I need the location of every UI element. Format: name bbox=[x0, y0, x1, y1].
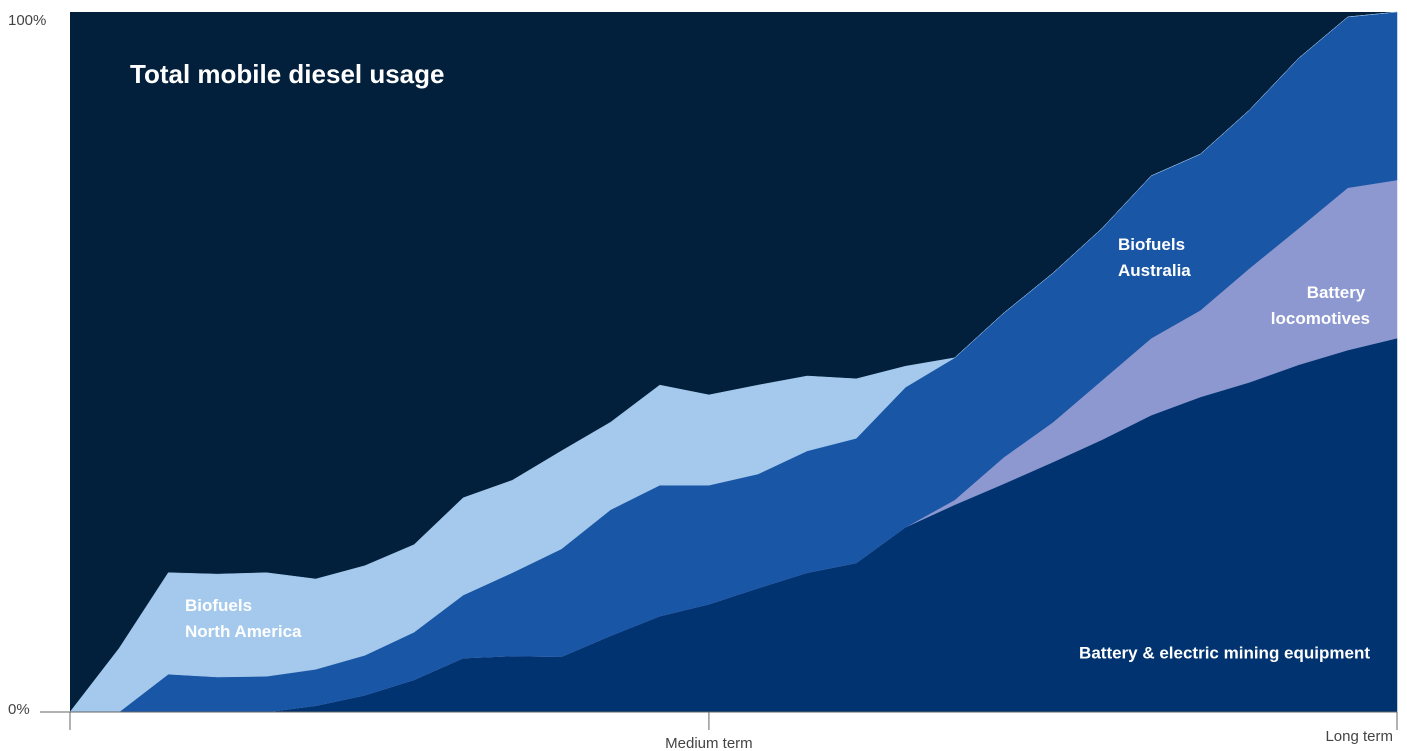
plot-area bbox=[69, 11, 1398, 713]
series-label: Battery & electric mining equipment bbox=[1079, 643, 1370, 662]
x-tick-label: Long term bbox=[1325, 728, 1393, 745]
y-tick-label: 0% bbox=[8, 701, 30, 718]
area bbox=[69, 11, 1398, 713]
series-label: Biofuels North America bbox=[185, 596, 302, 641]
chart-title: Total mobile diesel usage bbox=[130, 59, 445, 89]
x-tick-label: Medium term bbox=[665, 735, 753, 751]
series-label: Battery locomotives bbox=[1271, 283, 1370, 328]
series-label: Biofuels Australia bbox=[1118, 235, 1191, 280]
y-tick-label: 100% bbox=[8, 12, 46, 29]
